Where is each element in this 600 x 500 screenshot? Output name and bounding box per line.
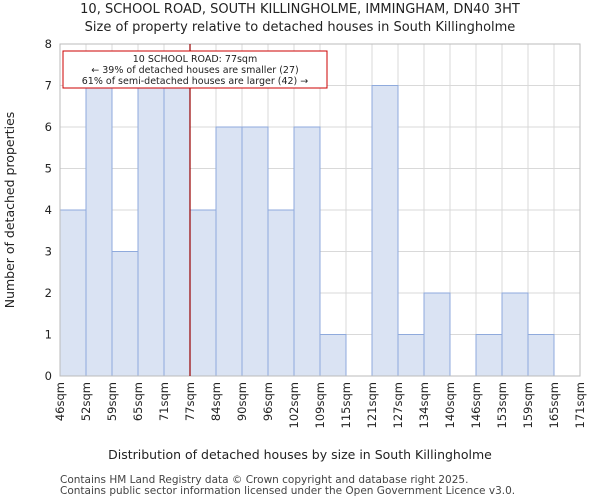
x-tick-label: 84sqm — [209, 382, 223, 421]
x-tick-label: 165sqm — [547, 382, 561, 428]
x-axis-label: Distribution of detached houses by size … — [108, 447, 492, 462]
bar-146sqm — [475, 334, 503, 377]
annotation-frame — [62, 50, 328, 89]
x-tick-label: 52sqm — [79, 382, 93, 421]
y-tick-label: 8 — [45, 37, 52, 51]
chart-title: 10, SCHOOL ROAD, SOUTH KILLINGHOLME, IMM… — [80, 2, 520, 17]
x-tick-label: 59sqm — [105, 382, 119, 421]
y-tick-label: 1 — [45, 328, 52, 342]
y-tick-label: 4 — [45, 203, 52, 217]
y-tick-label: 0 — [45, 369, 52, 383]
bar-127sqm — [397, 334, 425, 377]
x-tick-label: 71sqm — [157, 382, 171, 421]
bar-109sqm — [319, 334, 347, 377]
bar-102sqm — [293, 126, 321, 377]
bar-159sqm — [527, 334, 555, 377]
bar-65sqm — [137, 85, 165, 377]
bar-153sqm — [501, 292, 529, 377]
y-tick-label: 5 — [45, 162, 52, 176]
plot-frame — [59, 43, 581, 377]
x-tick-label: 96sqm — [261, 382, 275, 421]
annotation-box: 10 SCHOOL ROAD: 77sqm ← 39% of detached … — [62, 50, 328, 89]
footer-attribution-1: Contains HM Land Registry data © Crown c… — [60, 474, 469, 486]
y-tick-label: 3 — [45, 245, 52, 259]
x-tick-label: 171sqm — [573, 382, 587, 428]
x-tick-label: 109sqm — [313, 382, 327, 428]
x-tick-label: 90sqm — [235, 382, 249, 421]
x-tick-label: 146sqm — [469, 382, 483, 428]
x-tick-label: 134sqm — [417, 382, 431, 428]
x-tick-label: 77sqm — [183, 382, 197, 421]
bar-46sqm — [59, 209, 87, 377]
x-tick-label: 121sqm — [365, 382, 379, 428]
bar-84sqm — [215, 126, 243, 377]
y-tick-label: 6 — [45, 120, 52, 134]
x-tick-label: 102sqm — [287, 382, 301, 428]
x-tick-label: 46sqm — [53, 382, 67, 421]
bar-96sqm — [267, 209, 295, 377]
annotation-line-2: ← 39% of detached houses are smaller (27… — [91, 65, 298, 76]
bar-134sqm — [423, 292, 451, 377]
y-axis-label: Number of detached properties — [2, 112, 17, 309]
bar-59sqm — [111, 251, 139, 377]
y-tick-label: 2 — [45, 286, 52, 300]
x-tick-label: 159sqm — [521, 382, 535, 428]
bar-90sqm — [241, 126, 269, 377]
x-tick-label: 153sqm — [495, 382, 509, 428]
x-tick-label: 127sqm — [391, 382, 405, 428]
chart-subtitle: Size of property relative to detached ho… — [84, 20, 516, 35]
annotation-line-3: 61% of semi-detached houses are larger (… — [82, 76, 309, 87]
y-tick-label: 7 — [45, 79, 52, 93]
annotation-line-1: 10 SCHOOL ROAD: 77sqm — [133, 54, 257, 65]
footer-attribution-2: Contains public sector information licen… — [60, 485, 516, 497]
x-tick-label: 65sqm — [131, 382, 145, 421]
bar-52sqm — [85, 85, 113, 377]
bar-121sqm — [371, 85, 399, 377]
bar-71sqm — [163, 85, 191, 377]
bar-77sqm — [189, 209, 217, 377]
x-tick-label: 115sqm — [339, 382, 353, 428]
x-tick-label: 140sqm — [443, 382, 457, 428]
